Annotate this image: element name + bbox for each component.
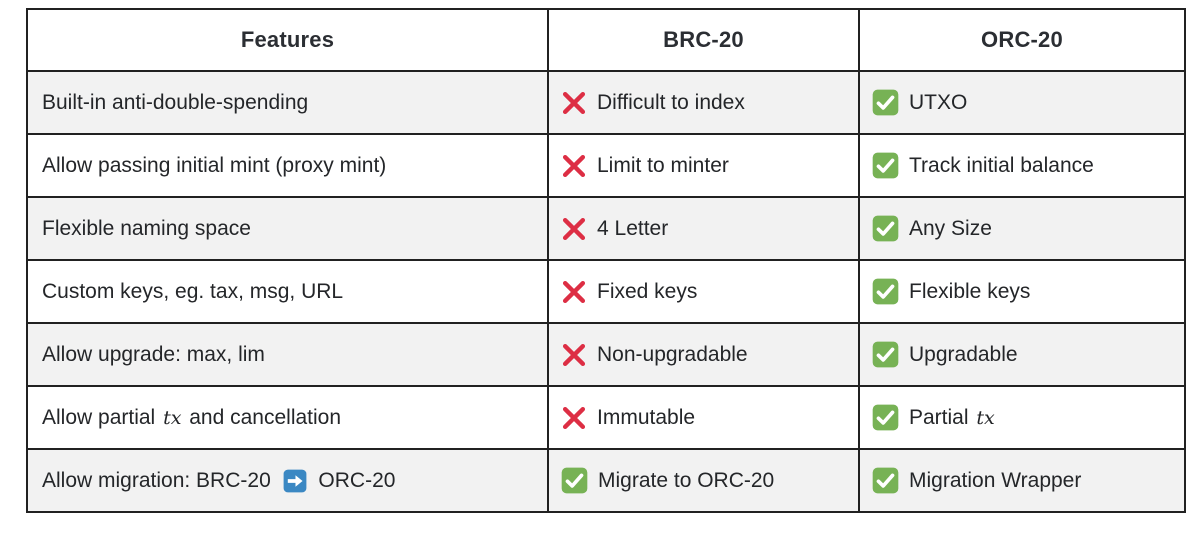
orc-status-cell: Partial tx [858, 385, 1186, 450]
cell-text: Fixed keys [597, 279, 698, 303]
cell-text: Migration Wrapper [909, 468, 1082, 492]
cell-text: Built-in anti-double-spending [42, 90, 309, 114]
check-icon [872, 467, 899, 494]
cross-icon [561, 153, 587, 179]
check-icon [872, 89, 899, 116]
math-text: tx [163, 406, 182, 429]
table-row: Custom keys, eg. tax, msg, URL Fixed keys… [26, 259, 1186, 324]
feature-cell: Allow upgrade: max, lim [26, 322, 549, 387]
feature-cell: Built-in anti-double-spending [26, 70, 549, 135]
orc-status-cell: Any Size [858, 196, 1186, 261]
cell-text: Allow partial [42, 405, 162, 429]
comparison-table-wrapper: Features BRC-20 ORC-20 Built-in anti-dou… [26, 8, 1186, 513]
cross-icon [561, 216, 587, 242]
cell-text: Partial [909, 405, 975, 429]
feature-cell: Allow passing initial mint (proxy mint) [26, 133, 549, 198]
feature-cell: Allow partial tx and cancellation [26, 385, 549, 450]
table-row: Allow passing initial mint (proxy mint) L… [26, 133, 1186, 198]
comparison-table: Features BRC-20 ORC-20 Built-in anti-dou… [26, 8, 1186, 513]
cell-text: Migrate to ORC-20 [598, 468, 775, 492]
cell-text: 4 Letter [597, 216, 669, 240]
feature-cell: Custom keys, eg. tax, msg, URL [26, 259, 549, 324]
cell-text: Limit to minter [597, 153, 729, 177]
brc-status-cell: Fixed keys [547, 259, 860, 324]
cell-text: Non-upgradable [597, 342, 748, 366]
orc-status-cell: UTXO [858, 70, 1186, 135]
cell-text: Custom keys, eg. tax, msg, URL [42, 279, 344, 303]
cell-text: and cancellation [183, 405, 342, 429]
check-icon [872, 404, 899, 431]
table-row: Allow partial tx and cancellation Immutab… [26, 385, 1186, 450]
check-icon [561, 467, 588, 494]
cell-text: ORC-20 [312, 468, 396, 492]
cell-text: Difficult to index [597, 90, 745, 114]
table-row: Allow upgrade: max, lim Non-upgradable Upg… [26, 322, 1186, 387]
cell-text: Flexible keys [909, 279, 1031, 303]
check-icon [872, 215, 899, 242]
table-row: Allow migration: BRC-20 ORC-20 Migrate to… [26, 448, 1186, 513]
cross-icon [561, 342, 587, 368]
feature-cell: Allow migration: BRC-20 ORC-20 [26, 448, 549, 513]
cell-text: Upgradable [909, 342, 1018, 366]
orc-status-cell: Track initial balance [858, 133, 1186, 198]
cell-text: Allow migration: BRC-20 [42, 468, 277, 492]
cross-icon [561, 279, 587, 305]
orc-status-cell: Upgradable [858, 322, 1186, 387]
orc-status-cell: Flexible keys [858, 259, 1186, 324]
brc-status-cell: 4 Letter [547, 196, 860, 261]
brc-status-cell: Migrate to ORC-20 [547, 448, 860, 513]
cell-text: Allow passing initial mint (proxy mint) [42, 153, 387, 177]
column-header-brc20: BRC-20 [547, 8, 860, 72]
column-header-features: Features [26, 8, 549, 72]
orc-status-cell: Migration Wrapper [858, 448, 1186, 513]
feature-cell: Flexible naming space [26, 196, 549, 261]
cell-text: Immutable [597, 405, 696, 429]
cell-text: UTXO [909, 90, 968, 114]
check-icon [872, 278, 899, 305]
brc-status-cell: Immutable [547, 385, 860, 450]
cell-text: Flexible naming space [42, 216, 251, 240]
brc-status-cell: Difficult to index [547, 70, 860, 135]
cross-icon [561, 405, 587, 431]
cell-text: Any Size [909, 216, 992, 240]
table-row: Flexible naming space 4 Letter Any Size [26, 196, 1186, 261]
cell-text: Allow upgrade: max, lim [42, 342, 265, 366]
check-icon [872, 152, 899, 179]
table-row: Built-in anti-double-spending Difficult t… [26, 70, 1186, 135]
column-header-orc20: ORC-20 [858, 8, 1186, 72]
math-text: tx [976, 406, 995, 429]
check-icon [872, 341, 899, 368]
brc-status-cell: Non-upgradable [547, 322, 860, 387]
cell-text: Track initial balance [909, 153, 1094, 177]
brc-status-cell: Limit to minter [547, 133, 860, 198]
cross-icon [561, 90, 587, 116]
arrow-right-icon [283, 469, 307, 493]
header-row: Features BRC-20 ORC-20 [26, 8, 1186, 72]
